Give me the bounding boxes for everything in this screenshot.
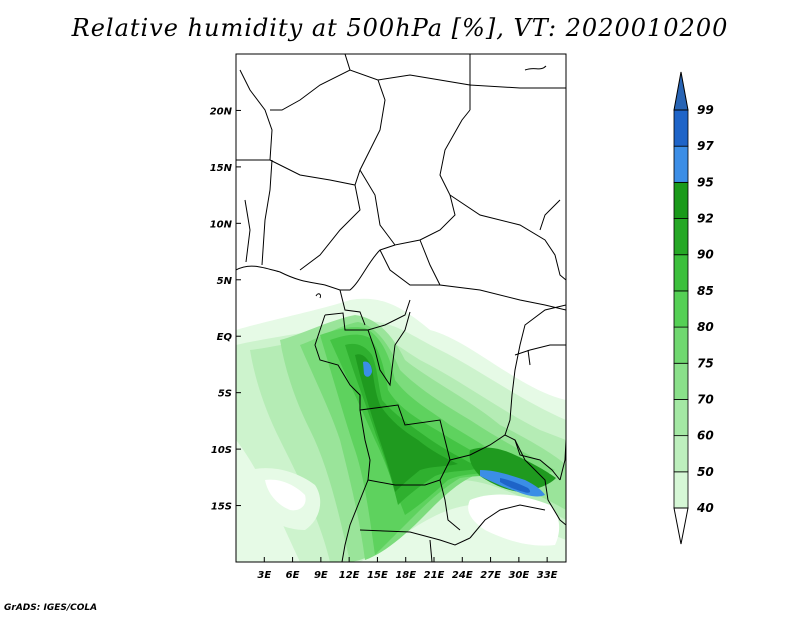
lon-tick-label: 27E [480,570,501,581]
longitude-axis: 3E 6E 9E 12E 15E 18E 21E 24E 27E 30E 33E [257,557,558,581]
lat-tick-label: 15S [211,502,232,513]
colorbar-segment [673,435,689,473]
colorbar-label: 90 [697,248,714,262]
lat-tick-label: 10S [211,445,232,456]
humidity-field [236,298,566,562]
colorbar-label: 75 [697,356,714,370]
lon-tick-label: 3E [257,570,271,581]
colorbar-label: 97 [697,139,714,153]
colorbar-label: 99 [697,103,714,117]
map-title: Relative humidity at 500hPa [%], VT: 202… [71,14,729,42]
latitude-axis: 20N 15N 10N 5N EQ 5S 10S 15S [210,106,241,513]
colorbar-segment [673,290,689,328]
lon-tick-label: 15E [367,570,388,581]
map-frame [235,53,567,563]
colorbar-segment [673,109,689,147]
lat-tick-label: 5N [217,276,233,287]
lat-tick-label: EQ [217,332,233,343]
lat-tick-label: 5S [218,389,232,400]
lon-tick-label: 9E [314,570,328,581]
colorbar-label: 80 [697,320,714,334]
colorbar-label: 60 [697,429,714,443]
colorbar-label: 92 [697,212,714,226]
colorbar-segment [673,218,689,256]
lon-tick-label: 12E [339,570,360,581]
colorbar-max-triangle [673,71,689,111]
colorbar-min-triangle [673,507,689,545]
colorbar-segment [673,471,689,509]
lon-tick-label: 24E [452,570,473,581]
colorbar-label: 85 [697,284,714,298]
lon-tick-label: 6E [286,570,300,581]
lat-tick-label: 15N [210,163,233,174]
lat-tick-label: 10N [210,219,233,230]
colorbar-label: 40 [696,501,714,515]
colorbar-segment [673,399,689,437]
lon-tick-label: 30E [508,570,529,581]
grads-credit: GrADS: IGES/COLA [4,603,98,613]
colorbar-segment [673,145,689,183]
colorbar-label: 70 [697,392,714,406]
lon-tick-label: 18E [395,570,416,581]
colorbar-segment [673,326,689,364]
colorbar: 40 50 60 70 75 80 85 90 92 95 97 99 [673,71,714,545]
country-borders [236,54,566,562]
colorbar-segment [673,181,689,219]
lon-tick-label: 33E [537,570,558,581]
colorbar-segment [673,362,689,400]
colorbar-segment [673,254,689,292]
lat-tick-label: 20N [210,106,233,117]
colorbar-label: 50 [697,465,714,479]
lon-tick-label: 21E [424,570,445,581]
colorbar-label: 95 [697,175,714,189]
